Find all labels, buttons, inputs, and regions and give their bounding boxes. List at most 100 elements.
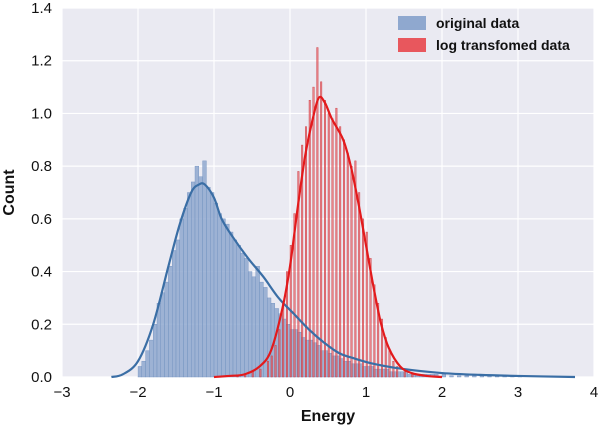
- bar-1-16: [312, 86, 315, 378]
- bar-0-69: [400, 371, 405, 378]
- bar-1-11: [293, 213, 296, 378]
- y-tick-label-7: 1.4: [31, 0, 52, 17]
- bar-0-82: [464, 375, 469, 378]
- bar-1-33: [377, 303, 380, 378]
- bar-1-5: [270, 355, 273, 378]
- bar-0-5: [156, 303, 161, 378]
- bar-1-30: [365, 231, 368, 378]
- legend: original data log transfomed data: [398, 15, 570, 53]
- x-tick-label-2: −1: [205, 384, 222, 401]
- bar-0-15: [194, 165, 199, 378]
- legend-swatch-log: [398, 38, 426, 52]
- x-tick-label-1: −2: [129, 384, 146, 401]
- bar-0-17: [202, 160, 207, 378]
- bar-1-39: [403, 371, 406, 378]
- bar-0-27: [240, 252, 245, 378]
- bar-1-3: [259, 368, 262, 378]
- bar-1-27: [354, 160, 357, 378]
- bar-0-83: [472, 375, 477, 378]
- bar-0-81: [457, 375, 462, 378]
- x-tick-label-3: 0: [286, 384, 294, 401]
- bar-1-38: [396, 366, 399, 378]
- bar-1-32: [373, 284, 376, 378]
- bar-1-31: [369, 258, 372, 378]
- bar-0-19: [209, 192, 215, 378]
- y-tick-label-5: 1.0: [31, 105, 52, 122]
- bar-1-20: [327, 113, 330, 378]
- bar-0-10: [175, 239, 180, 378]
- bar-0-26: [236, 245, 241, 378]
- bar-0-22: [221, 218, 226, 378]
- x-tick-label-5: 2: [438, 384, 446, 401]
- bar-1-21: [331, 118, 334, 378]
- legend-label-log: log transfomed data: [436, 37, 570, 53]
- bar-1-7: [278, 329, 281, 378]
- y-tick-label-3: 0.6: [31, 211, 52, 228]
- bar-1-34: [381, 318, 383, 378]
- bar-0-71: [407, 374, 412, 378]
- bar-0-16: [198, 176, 203, 378]
- bar-0-80: [449, 375, 454, 378]
- bar-1-2: [251, 371, 254, 378]
- bar-0-8: [168, 266, 173, 378]
- bar-0-31: [255, 266, 260, 378]
- bar-1-25: [346, 152, 349, 378]
- bar-0-25: [232, 239, 237, 378]
- bar-0-18: [206, 187, 211, 378]
- bar-0-0: [137, 366, 142, 378]
- bar-1-23: [339, 126, 342, 378]
- bar-1-4: [267, 360, 269, 378]
- bar-1-17: [316, 47, 319, 378]
- bar-1-19: [324, 100, 326, 378]
- bar-0-9: [171, 250, 177, 378]
- bar-0-28: [244, 258, 249, 378]
- series-0-bars: [137, 160, 522, 378]
- tick-labels: −3 −2 −1 0 1 2 3 4 0.0 0.2 0.4 0.6 0.8 1.0 1.2 1.4: [31, 0, 598, 401]
- bar-0-23: [225, 223, 230, 378]
- y-tick-label-6: 1.2: [31, 53, 52, 70]
- bar-1-6: [274, 345, 277, 378]
- bar-0-6: [160, 292, 165, 378]
- bar-1-9: [286, 271, 288, 378]
- y-tick-label-1: 0.2: [31, 316, 52, 333]
- bar-0-24: [228, 231, 234, 378]
- bar-0-30: [251, 276, 256, 378]
- bar-0-14: [190, 181, 196, 378]
- bar-0-4: [152, 324, 158, 378]
- bar-0-1: [141, 360, 146, 378]
- bar-1-15: [308, 100, 311, 378]
- y-tick-label-0: 0.0: [31, 369, 52, 386]
- bar-1-26: [350, 165, 353, 378]
- kde-line-1: [213, 95, 443, 379]
- bar-0-2: [145, 350, 150, 378]
- legend-swatch-original: [398, 16, 426, 30]
- bar-1-13: [301, 144, 304, 378]
- legend-label-original: original data: [436, 15, 519, 31]
- bar-0-13: [187, 192, 192, 378]
- y-tick-label-4: 0.8: [31, 158, 52, 175]
- bar-1-29: [362, 218, 364, 378]
- bar-1-18: [320, 81, 323, 378]
- bar-1-28: [358, 192, 361, 378]
- bar-1-37: [392, 360, 395, 378]
- bar-0-29: [247, 271, 253, 378]
- y-tick-label-2: 0.4: [31, 264, 52, 281]
- x-tick-label-6: 3: [514, 384, 522, 401]
- bar-1-22: [335, 107, 338, 378]
- bar-0-7: [164, 281, 169, 378]
- x-tick-label-4: 1: [362, 384, 370, 401]
- bar-0-79: [441, 374, 446, 378]
- bar-1-40: [411, 374, 414, 378]
- bar-1-14: [305, 126, 307, 378]
- x-tick-label-0: −3: [53, 384, 70, 401]
- bar-0-11: [179, 218, 184, 378]
- x-tick-label-7: 4: [590, 384, 598, 401]
- bar-1-24: [343, 139, 345, 378]
- bar-0-20: [213, 202, 218, 378]
- bar-0-12: [183, 208, 188, 378]
- bar-1-12: [297, 171, 300, 378]
- bar-1-36: [388, 350, 391, 378]
- series-1-bars: [236, 47, 414, 378]
